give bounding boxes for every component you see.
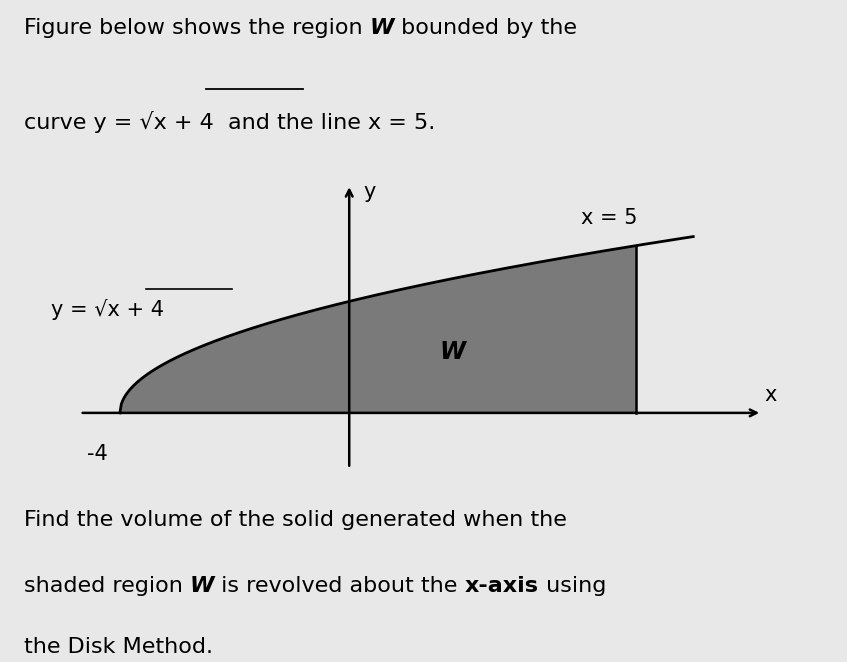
Text: y = √x + 4: y = √x + 4 [51,299,164,320]
Text: using: using [539,576,606,596]
Text: bounded by the: bounded by the [394,18,577,38]
Text: W: W [440,340,466,363]
Text: shaded region: shaded region [24,576,190,596]
Text: x: x [765,385,777,404]
Text: Figure below shows the region: Figure below shows the region [24,18,369,38]
Text: W: W [369,18,394,38]
Text: Find the volume of the solid generated when the: Find the volume of the solid generated w… [24,510,567,530]
Text: W: W [190,576,214,596]
Text: is revolved about the: is revolved about the [214,576,465,596]
Text: -4: -4 [86,444,108,463]
Text: the Disk Method.: the Disk Method. [24,637,213,657]
Text: curve y = √x + 4  and the line x = 5.: curve y = √x + 4 and the line x = 5. [24,111,435,133]
Text: x-axis: x-axis [465,576,539,596]
Text: x = 5: x = 5 [581,208,638,228]
Text: y: y [363,181,376,201]
